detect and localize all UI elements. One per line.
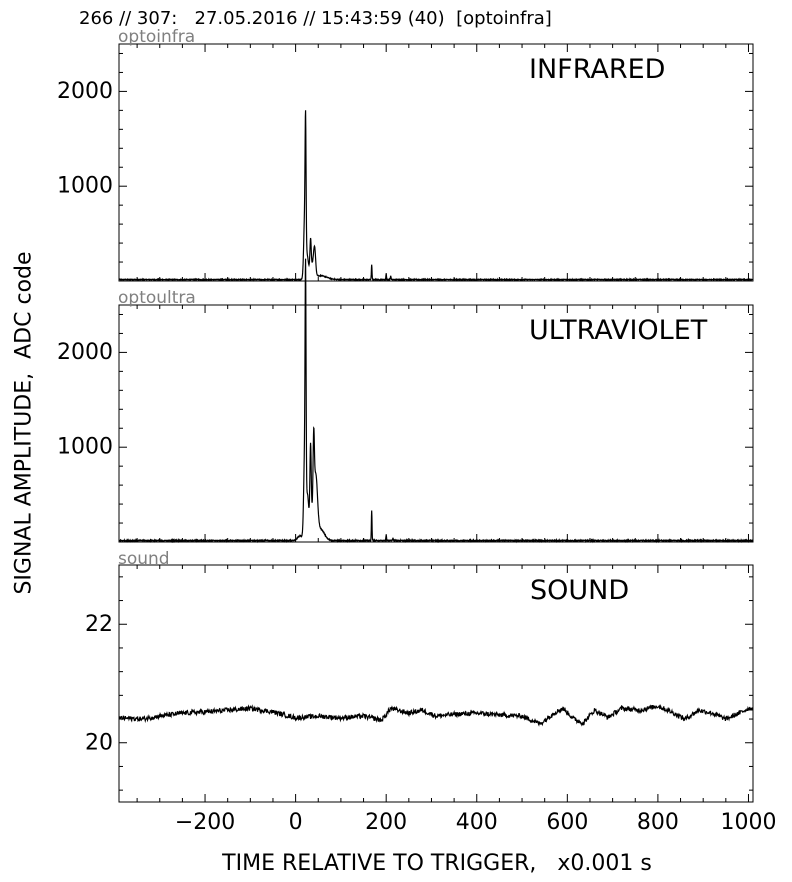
panel-label-ultraviolet: ULTRAVIOLET [529, 315, 708, 346]
axes-frame-sound [118, 564, 754, 803]
series-line-infrared [118, 110, 754, 282]
panel-source-sound: sound [118, 549, 170, 569]
axes-frame-ultraviolet [118, 304, 754, 543]
x-axis-label: TIME RELATIVE TO TRIGGER, x0.001 s [222, 851, 652, 876]
series-line-sound [118, 704, 754, 727]
x-tick-label: 200 [365, 810, 407, 835]
y-tick-label-sound: 20 [85, 730, 113, 755]
x-tick-label: 800 [637, 810, 679, 835]
series-line-ultraviolet [118, 258, 754, 544]
panel-label-infrared: INFRARED [529, 54, 666, 85]
x-tick-label: −200 [175, 810, 235, 835]
y-tick-label-sound: 22 [85, 612, 113, 637]
y-axis-label: SIGNAL AMPLITUDE, ADC code [11, 251, 37, 595]
y-tick-label-infrared: 2000 [57, 79, 113, 104]
y-tick-label-ultraviolet: 2000 [57, 340, 113, 365]
figure-title: 266 // 307: 27.05.2016 // 15:43:59 (40) … [79, 8, 552, 29]
x-tick-label: 600 [546, 810, 588, 835]
axes-frame-infrared [118, 43, 754, 282]
panel-source-ultraviolet: optoultra [118, 288, 196, 308]
panel-label-sound: SOUND [530, 575, 630, 606]
x-tick-label: 1000 [720, 810, 776, 835]
x-tick-label: 400 [456, 810, 498, 835]
y-tick-label-infrared: 1000 [57, 174, 113, 199]
x-tick-label: 0 [289, 810, 303, 835]
panel-source-infrared: optoinfra [118, 27, 196, 47]
y-tick-label-ultraviolet: 1000 [57, 435, 113, 460]
